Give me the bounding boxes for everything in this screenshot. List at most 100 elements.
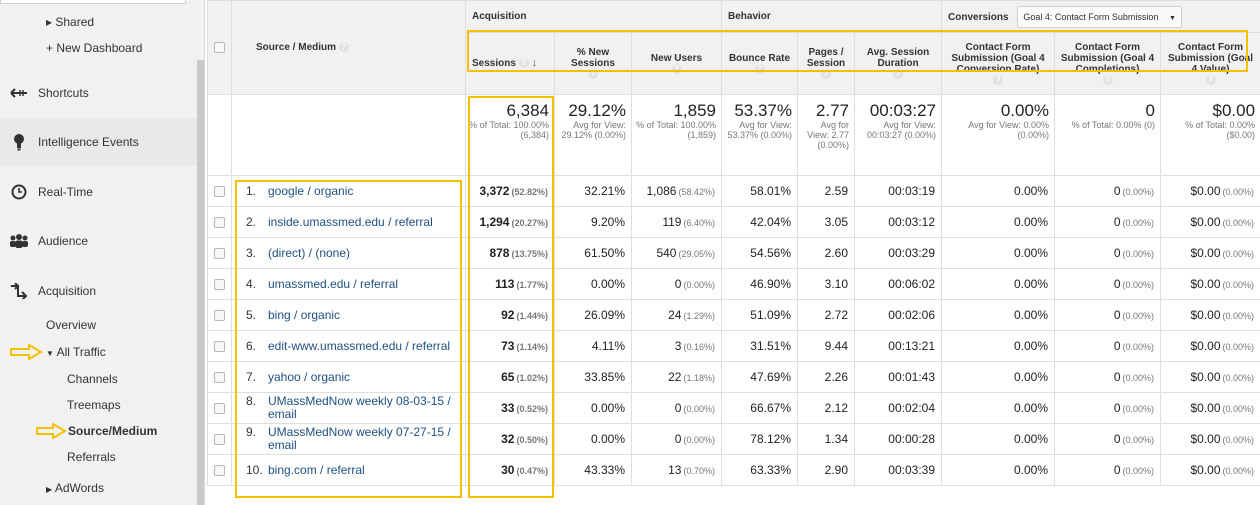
help-icon[interactable]: ? [993,74,1004,85]
help-icon[interactable]: ? [588,69,598,80]
source-medium-link[interactable]: UMassMedNow weekly 07-27-15 / email [268,425,451,452]
completions-value: 0 [1113,308,1121,322]
sidebar-item-referrals[interactable]: Referrals [67,450,116,464]
source-medium-link[interactable]: google / organic [268,183,354,198]
new-users-percent: (0.00%) [683,435,715,445]
source-medium-link[interactable]: yahoo / organic [268,369,351,384]
row-checkbox[interactable] [214,341,225,353]
source-medium-link[interactable]: bing / organic [268,307,341,322]
row-index: 5. [246,307,257,322]
pages-session-cell: 2.26 [797,361,855,393]
pct-new-cell: 61.50% [554,237,632,269]
new-users-cell: 13 (0.70%) [631,454,722,486]
pages-session-cell: 2.72 [797,299,855,331]
col-header-label: Contact Form Submission (Goal 4 Completi… [1060,41,1155,75]
total-subtext: Avg for View: 00:03:27 (0.00%) [866,120,937,140]
row-checkbox[interactable] [214,310,225,322]
sidebar-item-real-time[interactable]: Real-Time [0,168,197,216]
sidebar-scrollbar[interactable] [197,60,204,505]
source-medium-link[interactable]: bing.com / referral [268,462,365,477]
row-checkbox[interactable] [214,279,225,291]
sidebar-item-treemaps[interactable]: Treemaps [67,398,121,412]
goal-value: $0.00 [1190,463,1221,477]
row-checkbox[interactable] [214,372,225,384]
col-header-goal4-completions[interactable]: Contact Form Submission (Goal 4 Completi… [1054,32,1162,95]
avg-session-duration-cell: 00:00:28 [853,423,943,455]
avg-session-duration-cell: 00:01:43 [853,361,943,393]
goal4-completions-cell: 0 (0.00%) [1054,237,1162,269]
help-icon[interactable]: ? [821,69,831,80]
goal-value-percent: (0.00%) [1222,187,1255,197]
help-icon[interactable]: ? [1102,74,1113,85]
goal4-value-cell: $0.00 (0.00%) [1160,392,1260,424]
goal-value: $0.00 [1190,184,1221,198]
source-medium-link[interactable]: umassmed.edu / referral [268,276,399,291]
col-header-avg-session-duration[interactable]: Avg. Session Duration? [853,32,943,95]
table-row: 3. (direct) / (none) 878 (13.75%) 61.50% 5… [207,237,1260,269]
new-dashboard-link[interactable]: + New Dashboard [46,41,143,55]
sidebar-item-channels[interactable]: Channels [67,372,118,386]
row-select-cell [207,330,232,362]
sidebar-item-source-medium[interactable]: Source/Medium [68,424,158,438]
row-index: 4. [246,276,257,291]
total-value: 1,859 [673,101,716,120]
completions-percent: (0.00%) [1122,342,1155,352]
row-index: 9. [246,425,257,439]
completions-value: 0 [1113,215,1121,229]
row-select-cell [207,268,232,300]
dimension-header[interactable]: Source / Medium ? [231,0,466,95]
sidebar-item-audience[interactable]: Audience [0,217,197,265]
group-conversions-label: Conversions [948,11,1009,23]
help-icon[interactable]: ? [518,58,529,69]
help-icon[interactable]: ? [338,42,349,53]
select-all-checkbox[interactable] [214,41,225,53]
clock-icon [0,168,38,216]
sidebar-search-box[interactable] [0,0,186,4]
col-header-sessions[interactable]: Sessions ? ↓ [465,32,555,95]
sidebar-item-acquisition[interactable]: Acquisition [0,267,197,315]
help-icon[interactable]: ? [754,63,765,74]
sessions-value: 3,372 [479,184,510,198]
new-users-cell: 0 (0.00%) [631,392,722,424]
goal-select[interactable]: Goal 4: Contact Form Submission ▼ [1017,5,1182,28]
sidebar-item-all-traffic[interactable]: ▼ All Traffic [46,345,106,359]
sidebar-item-overview[interactable]: Overview [46,318,97,332]
col-header-goal4-value[interactable]: Contact Form Submission (Goal 4 Value)? [1160,32,1260,95]
row-checkbox[interactable] [214,465,225,477]
col-header-pages-session[interactable]: Pages / Session? [797,32,855,95]
pages-session-cell: 2.12 [797,392,855,424]
new-users-cell: 3 (0.16%) [631,330,722,362]
row-checkbox[interactable] [214,186,225,198]
source-medium-link[interactable]: inside.umassmed.edu / referral [268,214,433,229]
help-icon[interactable]: ? [671,63,682,74]
sessions-percent: (1.44%) [516,311,548,321]
source-medium-link[interactable]: UMassMedNow weekly 08-03-15 / email [268,394,451,421]
goal-select-value: Goal 4: Contact Form Submission [1023,11,1159,22]
total-value: 53.37% [734,101,792,120]
help-icon[interactable]: ? [893,69,903,80]
source-medium-link[interactable]: edit-www.umassmed.edu / referral [268,338,451,353]
col-header-pct-new[interactable]: % New Sessions? [554,32,632,95]
total-subtext: Avg for View: 0.00% (0.00%) [968,120,1050,140]
sort-desc-icon[interactable]: ↓ [531,57,537,69]
sidebar-item-shared[interactable]: ▸ Shared [46,15,95,29]
row-checkbox[interactable] [214,403,225,415]
pages-session-cell: 2.60 [797,237,855,269]
source-medium-link[interactable]: (direct) / (none) [268,245,351,260]
row-checkbox[interactable] [214,217,225,229]
col-header-goal4-conversion-rate[interactable]: Contact Form Submission (Goal 4 Conversi… [941,32,1056,95]
col-header-bounce-rate[interactable]: Bounce Rate? [721,32,798,95]
goal4-value-cell: $0.00 (0.00%) [1160,330,1260,362]
total-subtext: % of Total: 100.00% (6,384) [469,120,549,140]
sidebar-item-shortcuts[interactable]: Shortcuts [0,69,197,117]
sidebar-item-label: Shortcuts [38,86,89,100]
help-icon[interactable]: ? [1205,74,1216,85]
sidebar-item-adwords[interactable]: ▶ AdWords [46,481,104,495]
goal4-conversion-rate-cell: 0.00% [941,423,1056,455]
row-checkbox[interactable] [214,434,225,446]
row-checkbox[interactable] [214,248,225,260]
completions-value: 0 [1113,463,1121,477]
sidebar-item-intelligence-events[interactable]: Intelligence Events [0,118,197,166]
col-header-new-users[interactable]: New Users? [631,32,722,95]
sessions-value: 32 [501,432,515,446]
